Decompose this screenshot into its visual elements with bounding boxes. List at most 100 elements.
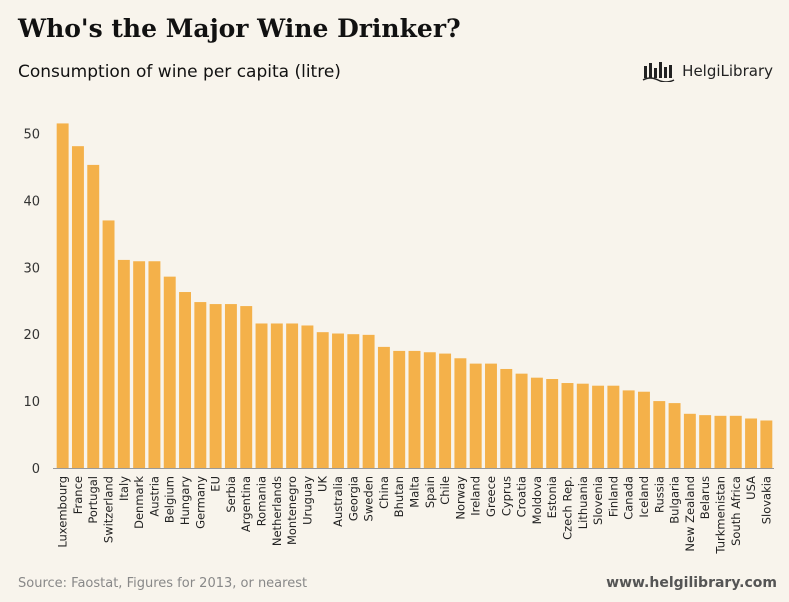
bar-iceland [638,391,650,468]
x-tick-label: Finland [606,476,620,517]
y-tick-label: 10 [23,395,40,410]
x-tick-label: Austria [147,476,161,517]
x-tick-label: Montenegro [285,476,299,545]
x-tick-label: New Zealand [683,476,697,552]
bar-netherlands [270,323,283,468]
helgi-library-logo[interactable]: HelgiLibrary [642,60,773,82]
chart-title: Who's the Major Wine Drinker? [18,14,461,43]
x-tick-label: Croatia [515,476,529,517]
x-tick-label: Switzerland [102,476,116,543]
bar-estonia [546,379,559,468]
bar-slovenia [592,385,605,468]
bar-china [377,346,390,468]
x-tick-label: Iceland [637,476,651,518]
x-tick-label: Malta [408,476,422,508]
x-tick-label: Russia [652,476,666,513]
bar-usa [745,418,758,468]
bar-belarus [699,415,712,468]
x-tick-label: Denmark [132,476,146,529]
bar-croatia [515,373,528,468]
helgi-library-logo-icon [642,62,675,82]
bar-italy [117,259,130,468]
bar-norway [454,358,467,468]
x-tick-label: Chile [438,476,452,505]
x-tick-label: Bhutan [392,476,406,517]
bar-lithuania [576,383,589,468]
x-tick-label: France [71,476,85,514]
bar-portugal [87,164,100,468]
x-tick-label: Germany [193,476,207,529]
bar-spain [423,352,436,468]
x-tick-label: Bulgaria [668,476,682,524]
x-tick-label: USA [744,476,758,500]
x-tick-label: Canada [622,476,636,520]
website-link[interactable]: www.helgilibrary.com [606,575,777,591]
x-tick-label: Australia [331,476,345,527]
bar-switzerland [102,220,115,468]
x-tick-label: Estonia [545,476,559,518]
bar-argentina [240,306,253,468]
bar-canada [622,390,635,468]
x-tick-label: Serbia [224,476,238,513]
x-tick-label: UK [316,476,330,492]
bar-romania [255,323,268,468]
y-tick-label: 50 [23,127,40,142]
y-tick-label: 20 [23,328,40,343]
bar-uruguay [301,325,314,468]
bar-czech-rep [561,383,574,468]
bar-turkmenistan [714,415,727,468]
source-note: Source: Faostat, Figures for 2013, or ne… [18,576,308,591]
x-tick-label: Greece [484,476,498,517]
x-tick-label: Norway [453,476,467,520]
x-tick-label: Hungary [178,476,192,525]
y-axis-ticks: 0 10 20 30 40 50 [23,127,40,477]
bar-moldova [530,377,543,468]
bar-serbia [224,304,237,468]
x-tick-label: Belarus [698,476,712,519]
x-tick-label: Uruguay [300,476,314,525]
logo-text: HelgiLibrary [682,62,773,80]
bar-france [71,146,84,469]
bar-belgium [163,276,176,468]
x-tick-label: Portugal [86,476,100,524]
bar-australia [332,333,344,468]
x-tick-label: Netherlands [270,476,284,546]
bar-new-zealand [683,413,696,468]
bar-uk [316,332,329,468]
bar-slovakia [760,420,773,468]
bar-georgia [347,334,360,468]
bar-austria [148,261,161,468]
x-tick-label: Turkmenistan [713,476,727,555]
bar-montenegro [286,323,299,468]
x-tick-label: Moldova [530,476,544,524]
bar-bhutan [393,350,406,468]
bar-russia [653,401,666,468]
y-tick-label: 30 [23,261,40,276]
bar-sweden [362,334,375,468]
y-tick-label: 40 [23,194,40,209]
y-tick-label: 0 [32,462,40,477]
bar-chile [439,353,452,468]
bar-luxembourg [56,123,69,469]
bar-eu [209,304,222,468]
bar-bulgaria [668,403,681,468]
bar-greece [485,363,497,468]
bar-denmark [133,261,146,468]
x-tick-label: South Africa [729,476,743,546]
bars-group [56,123,773,469]
bar-malta [408,350,421,468]
x-tick-label: Belgium [163,476,177,523]
x-tick-label: EU [209,476,223,492]
x-tick-label: Ireland [469,476,483,516]
x-tick-label: Slovenia [591,476,605,525]
x-tick-label: Sweden [362,476,376,521]
x-tick-label: Spain [423,476,437,508]
x-tick-label: China [377,476,391,509]
chart-subtitle: Consumption of wine per capita (litre) [18,62,341,82]
x-tick-label: Slovakia [759,476,773,524]
bar-finland [607,385,620,468]
x-tick-label: Lithuania [576,476,590,529]
bar-cyprus [500,368,513,468]
bar-hungary [179,292,191,468]
bar-ireland [469,363,482,468]
